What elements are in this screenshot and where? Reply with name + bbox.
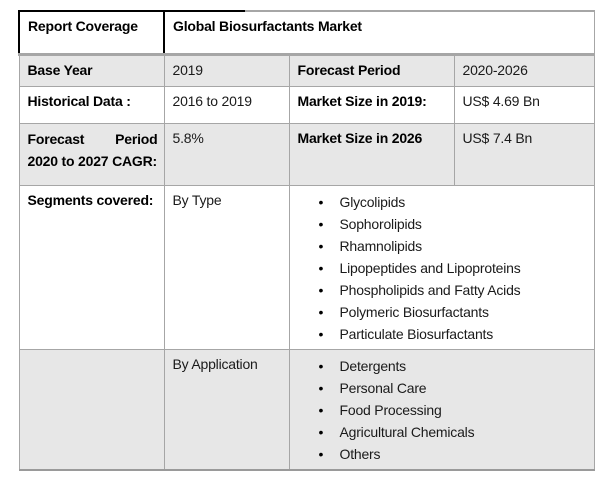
bullet-icon: • — [318, 401, 324, 418]
market-size-2026-label: Market Size in 2026 — [297, 129, 423, 146]
list-item: • Lipopeptides and Lipoproteins — [298, 257, 588, 279]
by-application-list: • Detergents • Personal Care • Food Process… — [298, 354, 588, 465]
by-type-cell: By Type — [163, 184, 290, 350]
list-item: • Polymeric Biosurfactants — [298, 301, 588, 323]
list-item: • Rhamnolipids — [298, 235, 588, 257]
forecast-period-label-cell: Forecast Period — [288, 53, 455, 87]
market-size-2019-value-cell: US$ 4.69 Bn — [453, 85, 595, 124]
market-size-2019-label-cell: Market Size in 2019: — [288, 85, 455, 124]
report-coverage-label-cell: Report Coverage — [18, 10, 165, 56]
report-coverage-label: Report Coverage — [28, 18, 138, 34]
row-cagr-market-size-2026: Forecast Period 2020 to 2027 CAGR: 5.8% … — [18, 122, 595, 186]
forecast-cagr-value: 5.8% — [172, 129, 204, 146]
segment-item: Agricultural Chemicals — [339, 423, 475, 440]
bullet-icon: • — [318, 303, 324, 320]
forecast-cagr-value-cell: 5.8% — [163, 122, 290, 186]
bullet-icon: • — [318, 379, 324, 396]
bullet-icon: • — [318, 259, 324, 276]
list-item: • Food Processing — [298, 399, 588, 421]
market-size-2026-label-cell: Market Size in 2026 — [288, 122, 455, 186]
segment-item: Detergents — [339, 357, 407, 374]
list-item: • Detergents — [298, 355, 588, 377]
base-year-label: Base Year — [27, 61, 93, 78]
row-base-year-forecast-period: Base Year 2019 Forecast Period 2020-2026 — [18, 53, 595, 87]
list-item: • Glycolipids — [298, 191, 588, 213]
list-item: • Particulate Biosurfactants — [298, 323, 588, 345]
report-coverage-table: Report Coverage Global Biosurfactants Ma… — [18, 10, 595, 471]
row-segments-by-type: Segments covered: By Type • Glycolipids •… — [18, 184, 595, 350]
list-item: • Sophorolipids — [298, 213, 588, 235]
by-type-label: By Type — [172, 191, 222, 208]
forecast-cagr-label-word2: Period — [115, 130, 158, 147]
historical-data-value-cell: 2016 to 2019 — [163, 85, 290, 124]
forecast-cagr-label-line1: Forecast Period — [28, 128, 158, 150]
segment-item: Others — [339, 445, 381, 462]
segment-item: Polymeric Biosurfactants — [339, 303, 489, 320]
base-year-value: 2019 — [172, 61, 204, 78]
historical-data-label-cell: Historical Data : — [18, 85, 165, 124]
segment-item: Phospholipids and Fatty Acids — [339, 281, 521, 298]
bullet-icon: • — [318, 357, 324, 374]
by-application-items-cell: • Detergents • Personal Care • Food Process… — [288, 348, 595, 471]
list-item: • Others — [298, 443, 588, 465]
by-type-items-cell: • Glycolipids • Sophorolipids • Rhamnolipid… — [288, 184, 595, 350]
forecast-cagr-label-line2: 2020 to 2027 CAGR: — [27, 152, 158, 169]
row-segments-by-application: By Application • Detergents • Personal Car… — [18, 348, 595, 471]
forecast-cagr-label-cell: Forecast Period 2020 to 2027 CAGR: — [18, 122, 165, 186]
historical-data-label: Historical Data : — [27, 92, 131, 109]
bullet-icon: • — [318, 325, 324, 342]
market-size-2026-value-cell: US$ 7.4 Bn — [453, 122, 595, 186]
by-type-list: • Glycolipids • Sophorolipids • Rhamnolipid… — [298, 190, 588, 345]
segment-item: Sophorolipids — [339, 215, 422, 232]
bullet-icon: • — [318, 281, 324, 298]
segment-item: Personal Care — [339, 379, 427, 396]
bullet-icon: • — [318, 215, 324, 232]
segment-item: Glycolipids — [339, 193, 406, 210]
forecast-period-label: Forecast Period — [297, 61, 401, 78]
forecast-cagr-label-word1: Forecast — [27, 130, 85, 147]
report-coverage-value-cell: Global Biosurfactants Market — [163, 10, 595, 56]
segment-item: Particulate Biosurfactants — [339, 325, 494, 342]
market-size-2026-value: US$ 7.4 Bn — [462, 129, 533, 146]
segments-covered-label-cell: Segments covered: — [18, 184, 165, 350]
header-top-border-accent — [18, 10, 245, 12]
segments-covered-label: Segments covered: — [27, 191, 154, 208]
base-year-label-cell: Base Year — [18, 53, 165, 87]
segment-item: Lipopeptides and Lipoproteins — [339, 259, 521, 276]
segment-item: Rhamnolipids — [339, 237, 423, 254]
bullet-icon: • — [318, 237, 324, 254]
bullet-icon: • — [318, 423, 324, 440]
bullet-icon: • — [318, 193, 324, 210]
segments-empty-cell — [18, 348, 165, 471]
segment-item: Food Processing — [339, 401, 442, 418]
report-coverage-value: Global Biosurfactants Market — [173, 18, 362, 34]
list-item: • Agricultural Chemicals — [298, 421, 588, 443]
by-application-cell: By Application — [163, 348, 290, 471]
row-historical-data-market-size-2019: Historical Data : 2016 to 2019 Market Si… — [18, 85, 595, 124]
list-item: • Phospholipids and Fatty Acids — [298, 279, 588, 301]
row-report-coverage: Report Coverage Global Biosurfactants Ma… — [18, 10, 595, 56]
market-size-2019-value: US$ 4.69 Bn — [462, 92, 540, 109]
base-year-value-cell: 2019 — [163, 53, 290, 87]
historical-data-value: 2016 to 2019 — [172, 92, 253, 109]
list-item: • Personal Care — [298, 377, 588, 399]
forecast-period-value: 2020-2026 — [462, 61, 528, 78]
bullet-icon: • — [318, 445, 324, 462]
by-application-label: By Application — [172, 355, 258, 372]
market-size-2019-label: Market Size in 2019: — [297, 92, 427, 109]
forecast-period-value-cell: 2020-2026 — [453, 53, 595, 87]
